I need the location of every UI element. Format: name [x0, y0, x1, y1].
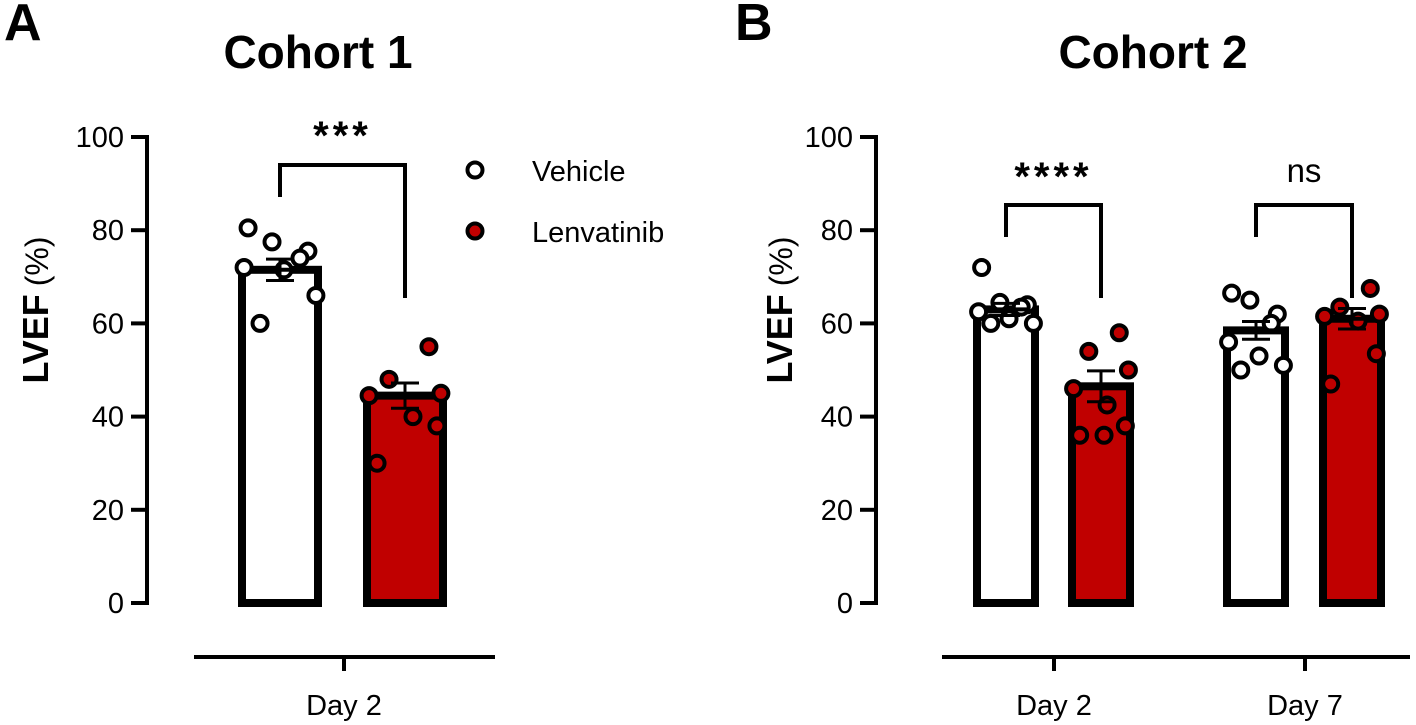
data-point-lenvatinib-b [1094, 425, 1114, 445]
significance-bracket-a [278, 163, 407, 298]
data-point-lenvatinib-a [403, 407, 423, 427]
data-point-lenvatinib-b [1369, 304, 1389, 324]
data-point-lenvatinib-b [1321, 374, 1341, 394]
panel-letter-a: A [4, 0, 42, 52]
y-axis-label-b: LVEF (%) [759, 236, 800, 383]
y-axis-label-unit-b: (%) [763, 236, 799, 286]
data-point-vehicle-b [999, 309, 1019, 329]
panel-title-b: Cohort 2 [1058, 26, 1247, 78]
panel-letter-b: B [735, 0, 773, 52]
legend-lenvatinib-label: Lenvatinib [532, 217, 664, 249]
data-point-vehicle-b [1240, 290, 1260, 310]
data-point-lenvatinib-b [1079, 341, 1099, 361]
legend-lenvatinib-marker [465, 221, 485, 241]
data-point-lenvatinib-a [427, 416, 447, 436]
x-tick-label-b: Day 2 [1016, 690, 1092, 722]
data-point-vehicle-b [1273, 355, 1293, 375]
x-tick-label-a: Day 2 [306, 690, 382, 722]
y-tick-label-b: 40 [821, 402, 853, 434]
significance-bracket-b [1254, 203, 1354, 298]
x-tick-label-b: Day 7 [1267, 690, 1343, 722]
y-tick-label-b: 100 [805, 122, 853, 154]
panel-b: B Cohort 2 LVEF (%) 0 20 40 60 80 100 Day 2 ****… [735, 0, 1410, 722]
data-point-lenvatinib-b [1070, 425, 1090, 445]
y-axis-label-main-b: LVEF [759, 294, 800, 383]
data-point-lenvatinib-b [1118, 360, 1138, 380]
panel-a: A Cohort 1 LVEF (%) 0 20 40 60 80 100 Day 2 *** [4, 0, 495, 722]
y-tick-label-b: 60 [821, 308, 853, 340]
significance-label-a: *** [313, 114, 372, 158]
data-point-vehicle-b [1222, 283, 1242, 303]
y-tick-label-b: 20 [821, 495, 853, 527]
data-point-lenvatinib-b [1109, 323, 1129, 343]
data-point-lenvatinib-b [1366, 344, 1386, 364]
y-axis-label-a: LVEF (%) [15, 236, 56, 383]
plot-area-b: 0 20 40 60 80 100 Day 2 **** Day 7 ns [805, 122, 1410, 722]
data-point-vehicle-a [290, 248, 310, 268]
panel-title-a: Cohort 1 [223, 26, 412, 78]
y-tick-label-a: 80 [92, 215, 124, 247]
bar-vehicle-b [973, 305, 1039, 607]
significance-label-b: **** [1014, 155, 1092, 199]
data-point-vehicle-b [1023, 313, 1043, 333]
data-point-vehicle-a [306, 285, 326, 305]
y-tick-label-a: 40 [92, 402, 124, 434]
data-point-lenvatinib-b [1360, 278, 1380, 298]
y-tick-label-b: 80 [821, 215, 853, 247]
data-point-lenvatinib-b [1064, 379, 1084, 399]
plot-area-a: 0 20 40 60 80 100 Day 2 *** [76, 114, 495, 722]
data-point-vehicle-a [234, 257, 254, 277]
y-tick-label-a: 20 [92, 495, 124, 527]
y-tick-label-a: 100 [76, 122, 124, 154]
legend-vehicle-label: Vehicle [532, 156, 626, 188]
data-point-vehicle-b [1219, 332, 1239, 352]
data-point-vehicle-b [1249, 346, 1269, 366]
y-tick-label-b: 0 [837, 588, 853, 620]
y-tick-label-a: 60 [92, 308, 124, 340]
data-point-vehicle-b [1231, 360, 1251, 380]
legend: Vehicle Lenvatinib [465, 156, 664, 249]
data-point-vehicle-b [969, 302, 989, 322]
data-point-lenvatinib-a [367, 453, 387, 473]
data-point-vehicle-a [262, 232, 282, 252]
data-point-lenvatinib-a [379, 369, 399, 389]
data-point-vehicle-b [972, 257, 992, 277]
data-point-vehicle-a [238, 218, 258, 238]
legend-vehicle-marker [465, 160, 485, 180]
data-point-vehicle-b [981, 313, 1001, 333]
data-point-lenvatinib-a [359, 386, 379, 406]
y-axis-label-main-a: LVEF [15, 294, 56, 383]
data-point-lenvatinib-a [419, 337, 439, 357]
data-point-lenvatinib-a [431, 383, 451, 403]
data-point-vehicle-a [250, 313, 270, 333]
data-point-lenvatinib-b [1115, 416, 1135, 436]
significance-label-b: ns [1287, 152, 1322, 189]
y-axis-label-unit-a: (%) [19, 236, 55, 286]
data-point-lenvatinib-b [1315, 306, 1335, 326]
y-tick-label-a: 0 [108, 588, 124, 620]
significance-bracket-b [1004, 203, 1103, 298]
